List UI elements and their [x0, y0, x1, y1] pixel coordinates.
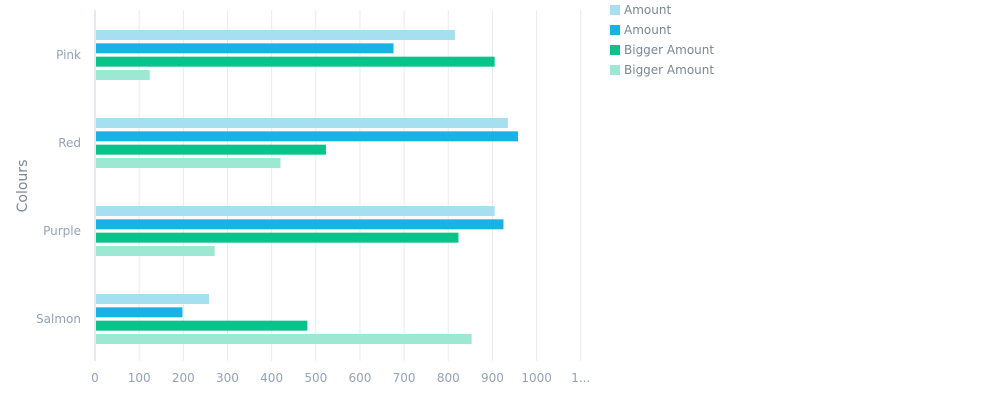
- bar[interactable]: [96, 333, 472, 344]
- bar[interactable]: [96, 144, 326, 155]
- bar[interactable]: [96, 43, 394, 54]
- gridlines: [138, 10, 582, 361]
- bar[interactable]: [96, 157, 281, 168]
- legend-label: Amount: [624, 3, 671, 17]
- legend-swatch: [610, 5, 620, 15]
- x-tick-label: 900: [481, 371, 504, 385]
- bars: [96, 30, 519, 344]
- x-tick-label: 0: [91, 371, 99, 385]
- x-tick-label: 200: [172, 371, 195, 385]
- x-tick-label: 400: [260, 371, 283, 385]
- legend-swatch: [610, 25, 620, 35]
- legend-item[interactable]: Bigger Amount: [610, 63, 714, 77]
- bar[interactable]: [96, 219, 504, 230]
- x-tick-label: 1...: [571, 371, 590, 385]
- x-tick-label: 800: [437, 371, 460, 385]
- bar[interactable]: [96, 206, 495, 216]
- x-tick-label: 1000: [521, 371, 552, 385]
- y-axis-title: Colours: [15, 160, 31, 213]
- legend-label: Amount: [624, 23, 671, 37]
- category-label: Pink: [56, 48, 81, 62]
- bar[interactable]: [96, 30, 455, 40]
- legend-item[interactable]: Bigger Amount: [610, 43, 714, 57]
- bar[interactable]: [96, 232, 459, 243]
- bar[interactable]: [96, 131, 519, 142]
- category-label: Salmon: [36, 312, 81, 326]
- bar[interactable]: [96, 245, 215, 256]
- legend-swatch: [610, 65, 620, 75]
- x-tick-label: 500: [304, 371, 327, 385]
- legend-label: Bigger Amount: [624, 43, 714, 57]
- category-label: Purple: [43, 224, 81, 238]
- bar[interactable]: [96, 320, 308, 331]
- legend-item[interactable]: Amount: [610, 3, 671, 17]
- bar[interactable]: [96, 69, 150, 80]
- bar[interactable]: [96, 118, 508, 128]
- x-tick-label: 700: [393, 371, 416, 385]
- legend-label: Bigger Amount: [624, 63, 714, 77]
- x-tick-label: 300: [216, 371, 239, 385]
- legend-item[interactable]: Amount: [610, 23, 671, 37]
- axes: 0 100 200 300 400 500 600 700 800 900 1000 1... Pink…: [36, 10, 590, 385]
- x-tick-label: 100: [128, 371, 151, 385]
- legend-swatch: [610, 45, 620, 55]
- legend[interactable]: Amount Amount Bigger Amount Bigger Amount: [610, 3, 714, 77]
- x-tick-label: 600: [349, 371, 372, 385]
- bar[interactable]: [96, 294, 209, 304]
- bar[interactable]: [96, 307, 183, 318]
- category-label: Red: [58, 136, 81, 150]
- bar[interactable]: [96, 56, 495, 67]
